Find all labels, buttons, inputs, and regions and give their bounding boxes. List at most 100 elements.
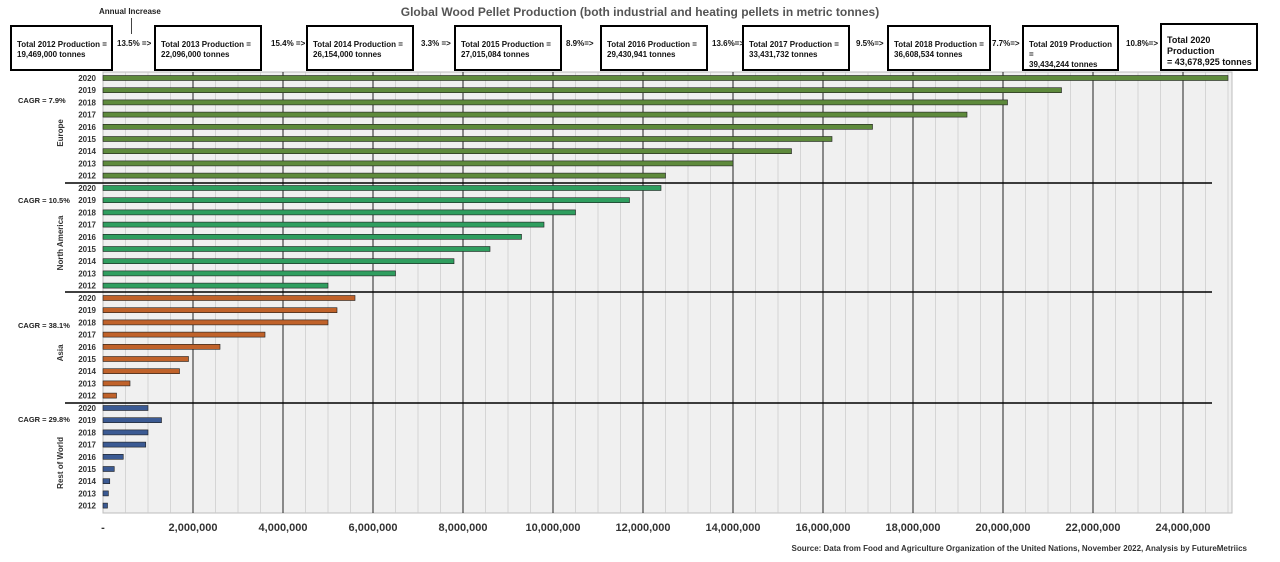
total-box-2015: Total 2015 Production = 27,015,084 tonne… <box>454 25 562 71</box>
total-box-value: 22,096,000 tonnes <box>161 50 230 59</box>
bar <box>102 258 455 265</box>
year-label: 2017 <box>78 331 96 340</box>
bar <box>102 75 1229 81</box>
total-box-2014: Total 2014 Production = 26,154,000 tonne… <box>306 25 414 71</box>
increase-2014: 15.4% => <box>271 39 306 48</box>
bar <box>102 185 662 191</box>
year-label: 2012 <box>78 282 96 291</box>
total-box-label: Total 2012 Production = <box>17 40 107 49</box>
group-label: Asia <box>56 344 65 361</box>
x-tick-label: 20,000,000 <box>975 522 1030 534</box>
x-tick-label: 2,000,000 <box>169 522 218 534</box>
chart-title: Global Wood Pellet Production (both indu… <box>400 5 880 19</box>
bar <box>102 111 968 118</box>
bar <box>102 392 117 399</box>
bar <box>102 148 792 154</box>
year-label: 2020 <box>78 404 96 413</box>
total-box-label: Total 2016 Production = <box>607 40 697 49</box>
total-box-value: 33,431,732 tonnes <box>749 50 818 59</box>
bar <box>102 405 149 411</box>
group-label: North America <box>56 215 65 270</box>
bar <box>102 172 666 179</box>
year-label: 2014 <box>78 147 96 156</box>
cagr-label: CAGR = 7.9% <box>18 96 66 105</box>
year-label: 2019 <box>78 86 96 95</box>
year-label: 2017 <box>78 441 96 450</box>
bar <box>102 282 329 289</box>
year-label: 2018 <box>78 98 96 107</box>
year-label: 2016 <box>78 233 96 242</box>
bar <box>102 136 833 142</box>
bar <box>102 368 180 375</box>
bar <box>102 319 329 326</box>
total-box-label: Total 2014 Production = <box>313 40 403 49</box>
year-label: 2014 <box>78 257 96 266</box>
total-box-2019: Total 2019 Production = 39,434,244 tonne… <box>1022 25 1119 71</box>
x-tick-label: 10,000,000 <box>525 522 580 534</box>
year-label: 2015 <box>78 245 96 254</box>
annual-increase-label: Annual Increase <box>99 7 161 16</box>
x-tick-label: 14,000,000 <box>705 522 760 534</box>
total-box-value: 27,015,084 tonnes <box>461 50 530 59</box>
bar <box>102 87 1062 93</box>
increase-2015: 3.3% => <box>421 39 451 48</box>
year-label: 2019 <box>78 416 96 425</box>
annual-increase-pointer <box>131 18 132 34</box>
total-box-2020: Total 2020 Production = 43,678,925 tonne… <box>1160 23 1258 71</box>
year-label: 2018 <box>78 208 96 217</box>
total-box-label: Total 2020 Production <box>1167 35 1215 56</box>
total-box-label: Total 2018 Production = <box>894 40 984 49</box>
bar <box>102 295 356 301</box>
bar <box>102 466 115 472</box>
year-label: 2017 <box>78 111 96 120</box>
increase-2019: 7.7%=> <box>992 39 1020 48</box>
x-tick-label: 16,000,000 <box>795 522 850 534</box>
total-box-value: 26,154,000 tonnes <box>313 50 382 59</box>
bar <box>102 502 108 509</box>
year-label: 2014 <box>78 477 96 486</box>
year-label: 2015 <box>78 355 96 364</box>
total-box-value: 19,469,000 tonnes <box>17 50 86 59</box>
bar <box>102 270 396 277</box>
cagr-label: CAGR = 29.8% <box>18 415 70 424</box>
year-label: 2013 <box>78 489 96 498</box>
year-label: 2016 <box>78 453 96 462</box>
increase-2013: 13.5% => <box>117 39 152 48</box>
year-label: 2013 <box>78 159 96 168</box>
total-box-2012: Total 2012 Production = 19,469,000 tonne… <box>10 25 113 71</box>
year-label: 2013 <box>78 269 96 278</box>
x-tick-label: 6,000,000 <box>349 522 398 534</box>
total-box-2017: Total 2017 Production = 33,431,732 tonne… <box>742 25 850 71</box>
bar <box>102 417 162 424</box>
year-label: 2016 <box>78 123 96 132</box>
year-label: 2018 <box>78 428 96 437</box>
bar <box>102 99 1008 106</box>
bar <box>102 356 189 362</box>
cagr-label: CAGR = 10.5% <box>18 196 70 205</box>
bar <box>102 441 147 448</box>
year-label: 2012 <box>78 502 96 511</box>
year-label: 2020 <box>78 294 96 303</box>
year-label: 2016 <box>78 343 96 352</box>
bar <box>102 307 338 314</box>
year-label: 2012 <box>78 172 96 181</box>
x-tick-label: 18,000,000 <box>885 522 940 534</box>
x-tick-label: 8,000,000 <box>439 522 488 534</box>
year-label: 2013 <box>78 379 96 388</box>
group-label: Europe <box>56 119 65 147</box>
source-note: Source: Data from Food and Agriculture O… <box>791 544 1247 553</box>
total-box-2018: Total 2018 Production = 36,608,534 tonne… <box>887 25 991 71</box>
bar <box>102 490 109 497</box>
bar <box>102 234 522 240</box>
total-box-label: Total 2013 Production = <box>161 40 251 49</box>
year-label: 2015 <box>78 135 96 144</box>
year-label: 2018 <box>78 318 96 327</box>
year-label: 2020 <box>78 74 96 83</box>
cagr-label: CAGR = 38.1% <box>18 321 70 330</box>
bar <box>102 209 576 216</box>
group-label: Rest of World <box>56 437 65 489</box>
bar <box>102 380 131 387</box>
year-label: 2012 <box>78 392 96 401</box>
bar <box>102 221 545 228</box>
